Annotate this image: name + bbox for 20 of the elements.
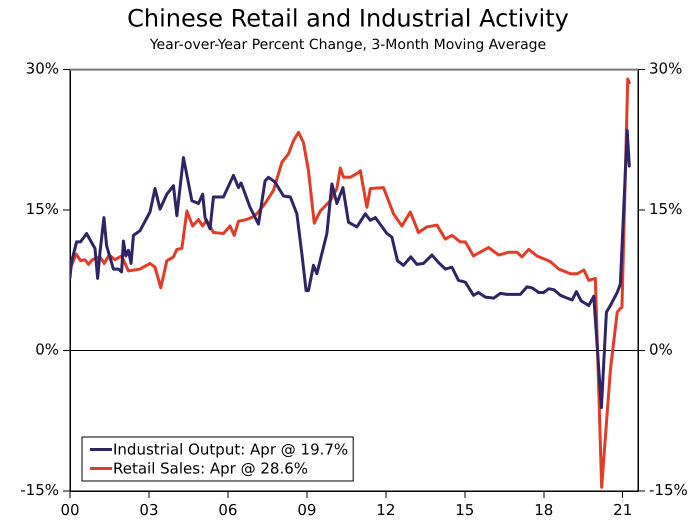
x-tick-label: 03 — [139, 500, 159, 519]
x-tick-label: 21 — [613, 500, 632, 519]
y-tick-label: 15% — [26, 200, 59, 218]
x-tick-label: 09 — [297, 500, 316, 519]
x-tick-label: 00 — [60, 500, 80, 519]
x-tick-label: 06 — [218, 500, 238, 519]
x-tick-label: 12 — [376, 500, 396, 519]
legend-label: Industrial Output: Apr @ 19.7% — [113, 440, 348, 458]
x-tick-label: 15 — [455, 500, 474, 519]
y-tick-label: -15% — [20, 480, 59, 499]
chart-title: Chinese Retail and Industrial Activity — [127, 4, 569, 33]
legend-label: Retail Sales: Apr @ 28.6% — [113, 459, 308, 478]
y-tick-label: 0% — [35, 340, 59, 358]
y-tick-label: 30% — [26, 59, 59, 78]
x-tick-label: 18 — [534, 500, 554, 519]
y2-tick-label: 0% — [649, 340, 673, 358]
chart-subtitle: Year-over-Year Percent Change, 3-Month Moving Average — [148, 36, 546, 53]
y2-tick-label: 15% — [649, 200, 682, 218]
y2-tick-label: 30% — [649, 59, 682, 78]
y2-tick-label: -15% — [649, 480, 688, 499]
